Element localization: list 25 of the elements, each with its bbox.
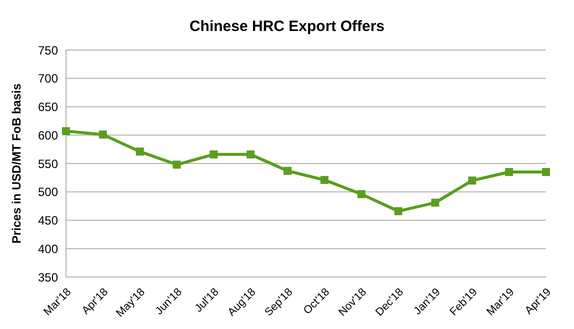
point	[210, 150, 218, 158]
point	[505, 168, 514, 176]
point	[394, 207, 402, 216]
y-tick-label: 500	[38, 185, 58, 200]
y-tick-label: 650	[38, 100, 58, 114]
y-tick-label: 550	[38, 156, 58, 171]
y-axis-title: Prices in USD/MT FoB basis	[9, 83, 24, 244]
point	[98, 130, 107, 139]
point	[136, 148, 144, 156]
point	[172, 160, 181, 169]
y-tick-label: 400	[38, 242, 58, 256]
point	[320, 176, 328, 184]
y-tick-label: 350	[38, 270, 58, 284]
point	[284, 166, 292, 175]
y-tick-label: 600	[38, 128, 58, 142]
point	[542, 168, 550, 176]
y-tick-label: 450	[38, 214, 58, 228]
point	[246, 150, 255, 158]
chart-title: Chinese HRC Export Offers	[188, 18, 386, 35]
y-tick-label: 750	[38, 43, 58, 58]
point	[62, 127, 70, 136]
point	[357, 190, 366, 198]
y-tick-label: 700	[38, 72, 58, 86]
point	[431, 198, 440, 207]
point	[468, 176, 476, 185]
